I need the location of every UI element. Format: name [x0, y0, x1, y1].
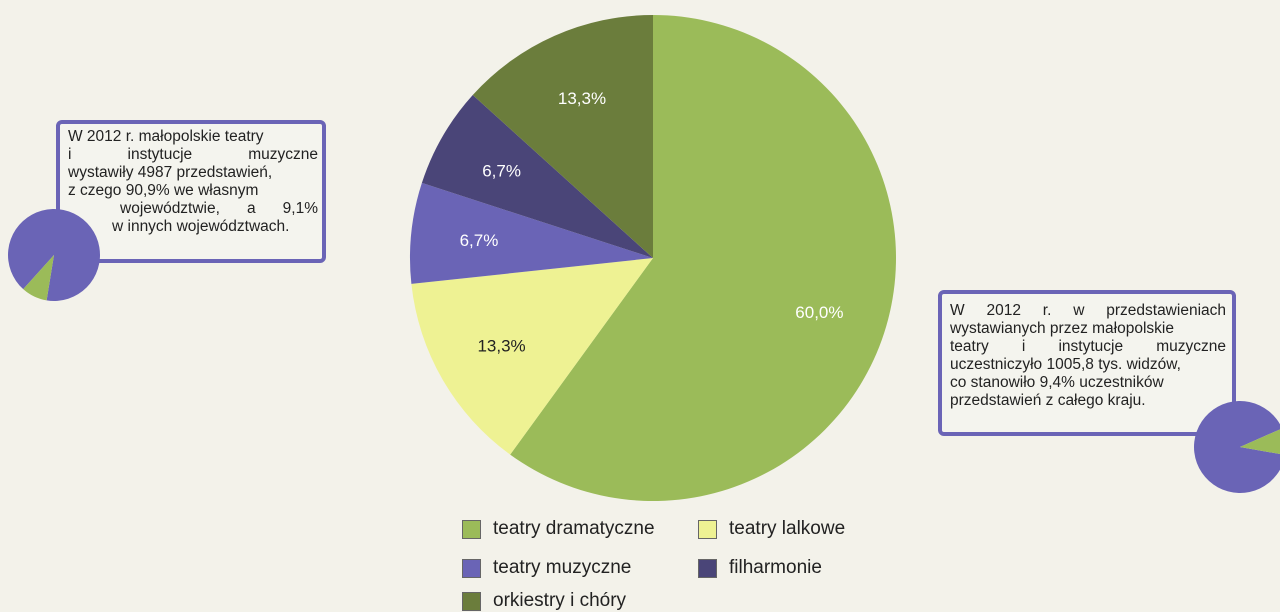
callout-left-line: wystawiły 4987 przedstawień,	[68, 164, 273, 181]
legend-label: orkiestry i chóry	[493, 590, 627, 611]
legend-swatch	[462, 519, 481, 539]
mini-left-pie-slice	[23, 255, 54, 301]
main-pie-slice	[510, 15, 896, 502]
mini-right-pie-slice	[1240, 429, 1280, 455]
callout-right-line: uczestniczyło 1005,8 tys. widzów,	[950, 356, 1181, 373]
slice-data-label: 6,7%	[460, 231, 499, 250]
legend-label: filharmonie	[729, 557, 822, 578]
mini-left-pie-slice	[8, 209, 101, 301]
slice-data-label: 13,3%	[477, 337, 525, 356]
callout-right-line: przedstawień z całego kraju.	[950, 392, 1146, 409]
legend-item: filharmonie	[698, 557, 822, 579]
legend-item: teatry muzyczne	[462, 557, 631, 579]
legend-label: teatry muzyczne	[493, 557, 632, 578]
callout-right-line: wystawianych przez małopolskie	[950, 320, 1174, 337]
main-pie-slice	[421, 95, 653, 258]
callout-left-line: województwie, a 9,1%	[120, 200, 318, 217]
slice-data-label: 13,3%	[558, 89, 606, 108]
callout-left-line: W 2012 r. małopolskie teatry	[68, 128, 264, 145]
legend-swatch	[462, 591, 481, 611]
slice-data-label: 60,0%	[795, 303, 843, 322]
callout-right: W 2012 r. w przedstawieniach wystawianyc…	[938, 290, 1236, 436]
legend-swatch	[698, 519, 717, 539]
legend-item: teatry lalkowe	[698, 518, 845, 540]
main-pie-slice	[411, 258, 653, 455]
callout-left: W 2012 r. małopolskie teatry i instytucj…	[56, 120, 326, 263]
callout-right-line: co stanowiło 9,4% uczestników	[950, 374, 1164, 391]
legend-item: teatry dramatyczne	[462, 518, 655, 540]
mini-right-pie-slice	[1194, 401, 1280, 493]
mini-pie-right	[1194, 401, 1280, 493]
callout-left-line: w innych województwach.	[112, 218, 290, 235]
slice-data-label: 6,7%	[482, 161, 521, 180]
main-pie-chart: 60,0% 13,3% 6,7% 6,7% 13,3%	[410, 15, 896, 502]
mini-pie-left	[8, 209, 101, 301]
main-pie-slice	[472, 15, 653, 258]
callout-right-line: teatry i instytucje muzyczne	[950, 338, 1226, 355]
callout-left-line: z czego 90,9% we własnym	[68, 182, 259, 199]
legend-label: teatry lalkowe	[729, 518, 846, 539]
legend-swatch	[698, 558, 717, 578]
legend-swatch	[462, 558, 481, 578]
legend-item: orkiestry i chóry	[462, 590, 626, 612]
callout-left-line: i instytucje muzyczne	[68, 146, 318, 163]
legend-label: teatry dramatyczne	[493, 518, 655, 539]
main-pie-slice	[410, 182, 653, 284]
callout-right-line: W 2012 r. w przedstawieniach	[950, 302, 1226, 319]
